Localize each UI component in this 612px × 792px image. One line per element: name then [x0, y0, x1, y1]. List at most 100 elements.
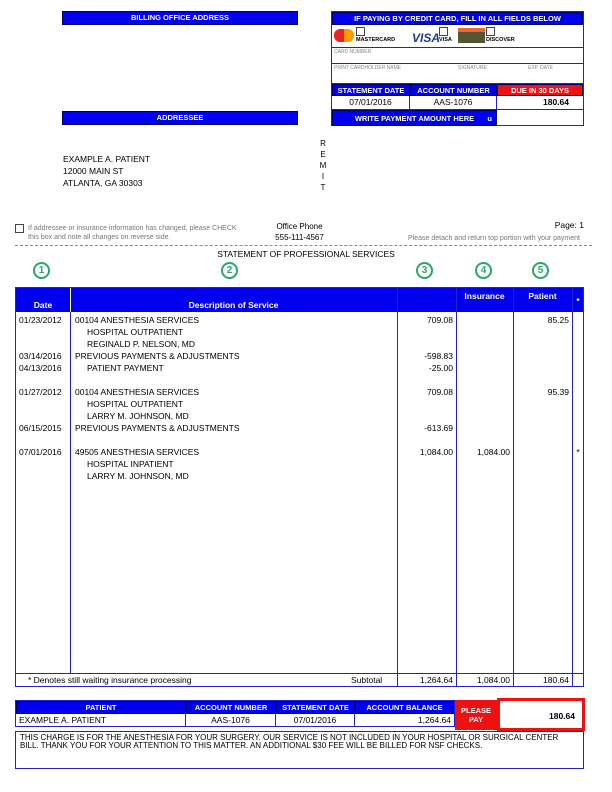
cell-charge: 1,084.00	[419, 447, 453, 457]
header-patient: Patient	[528, 291, 557, 301]
card-number-field[interactable]: CARD NUMBER	[332, 47, 583, 63]
signature-label: SIGNATURE	[458, 65, 487, 71]
page-number: Page: 1	[554, 220, 584, 230]
table-row: HOSPITAL INPATIENT	[16, 458, 583, 470]
summary-patient: EXAMPLE A. PATIENT	[16, 714, 186, 726]
cell-date: 01/23/2012	[19, 315, 62, 325]
remit-label: R E M I T	[319, 139, 327, 192]
summary-account-label: ACCOUNT NUMBER	[186, 701, 276, 714]
table-row: 06/15/2015 PREVIOUS PAYMENTS & ADJUSTMENT…	[16, 422, 583, 434]
mastercard-checkbox[interactable]	[356, 27, 365, 36]
visa-label: VISA	[439, 37, 452, 43]
table-body: 01/23/2012 00104 ANESTHESIA SERVICES 709.0…	[16, 314, 583, 482]
cell-star: *	[576, 447, 580, 457]
statement-date-value: 07/01/2016	[332, 96, 410, 109]
table-row: 03/14/2016 PREVIOUS PAYMENTS & ADJUSTMENT…	[16, 350, 583, 362]
table-header: Date Description of Service Insurance Pa…	[16, 288, 583, 312]
addressee-city: ATLANTA, GA 30303	[63, 178, 143, 188]
subtotal-charges: 1,264.64	[419, 675, 453, 685]
table-row: HOSPITAL OUTPATIENT	[16, 326, 583, 338]
table-row: 01/23/2012 00104 ANESTHESIA SERVICES 709.0…	[16, 314, 583, 326]
cell-pat: 95.39	[547, 387, 569, 397]
visa-logo-icon: VISA	[412, 31, 441, 45]
table-row: HOSPITAL OUTPATIENT	[16, 398, 583, 410]
table-row: 07/01/2016 49505 ANESTHESIA SERVICES 1,084…	[16, 446, 583, 458]
cell-desc: PREVIOUS PAYMENTS & ADJUSTMENTS	[75, 423, 240, 433]
table-row: 04/13/2016 PATIENT PAYMENT -25.00	[16, 362, 583, 374]
arrow-right-icon: u	[487, 114, 492, 123]
cardholder-row[interactable]: PRINT CARDHOLDER NAME SIGNATURE EXP. DAT…	[332, 63, 583, 79]
cell-charge: 709.08	[427, 315, 453, 325]
table-row: LARRY M. JOHNSON, MD	[16, 410, 583, 422]
billing-office-header: BILLING OFFICE ADDRESS	[62, 11, 298, 25]
cell-desc: HOSPITAL INPATIENT	[87, 459, 174, 469]
summary-date-label: STATEMENT DATE	[276, 701, 355, 714]
credit-card-panel: IF PAYING BY CREDIT CARD, FILL IN ALL FI…	[331, 11, 584, 126]
subtotal-insurance: 1,084.00	[476, 675, 510, 685]
table-row: LARRY M. JOHNSON, MD	[16, 470, 583, 482]
cell-desc: PATIENT PAYMENT	[87, 363, 164, 373]
office-phone: 555-111-4567	[275, 233, 324, 242]
circle-1-icon: 1	[33, 262, 50, 279]
cell-desc: 00104 ANESTHESIA SERVICES	[75, 387, 200, 397]
cell-date: 06/15/2015	[19, 423, 62, 433]
subtotal-label: Subtotal	[351, 675, 383, 685]
summary-balance-label: ACCOUNT BALANCE	[355, 701, 454, 714]
cell-pat: 85.25	[547, 315, 569, 325]
statement-message: THIS CHARGE IS FOR THE ANESTHESIA FOR YO…	[15, 731, 584, 769]
header-insurance: Insurance	[464, 291, 505, 301]
account-number-label: ACCOUNT NUMBER	[410, 84, 497, 96]
cell-desc: LARRY M. JOHNSON, MD	[87, 411, 189, 421]
discover-logo-icon	[458, 28, 485, 43]
card-type-row: MASTERCARD VISA VISA DISCOVER	[332, 25, 583, 47]
please-pay-amount: 180.64	[497, 698, 585, 731]
cell-ins: 1,084.00	[476, 447, 510, 457]
due-label: DUE IN 30 DAYS	[497, 84, 583, 96]
cell-date: 03/14/2016	[19, 351, 62, 361]
footnote: * Denotes still waiting insurance proces…	[28, 675, 192, 685]
cell-desc: HOSPITAL OUTPATIENT	[87, 327, 184, 337]
cell-desc: 00104 ANESTHESIA SERVICES	[75, 315, 200, 325]
cell-date: 07/01/2016	[19, 447, 62, 457]
addressee-block: EXAMPLE A. PATIENT 12000 MAIN ST ATLANTA…	[63, 153, 150, 189]
address-change-checkbox[interactable]	[15, 224, 24, 233]
cell-date: 04/13/2016	[19, 363, 62, 373]
discover-checkbox[interactable]	[486, 27, 495, 36]
detach-line	[15, 245, 592, 246]
addressee-header: ADDRESSEE	[62, 111, 298, 125]
subtotal-row: * Denotes still waiting insurance proces…	[16, 673, 583, 686]
header-description: Description of Service	[188, 300, 279, 310]
summary-date: 07/01/2016	[276, 714, 355, 726]
due-amount: 180.64	[543, 97, 569, 107]
cell-charge: 709.08	[427, 387, 453, 397]
table-row	[16, 434, 583, 446]
payment-amount-input[interactable]	[497, 110, 583, 126]
header-star: *	[576, 296, 580, 306]
table-row: 01/27/2012 00104 ANESTHESIA SERVICES 709.0…	[16, 386, 583, 398]
statement-date-label: STATEMENT DATE	[332, 84, 410, 96]
visa-checkbox[interactable]	[439, 27, 448, 36]
change-notice: If addressee or insurance information ha…	[28, 225, 237, 241]
cardholder-label: PRINT CARDHOLDER NAME	[334, 65, 402, 71]
discover-label: DISCOVER	[486, 37, 515, 43]
please-pay-label: PLEASE PAY	[455, 700, 497, 730]
table-row	[16, 374, 583, 386]
summary-patient-label: PATIENT	[16, 701, 186, 714]
office-phone-label: Office Phone	[276, 222, 323, 231]
circle-4-icon: 4	[475, 262, 492, 279]
circle-5-icon: 5	[532, 262, 549, 279]
account-number-value: AAS-1076	[410, 96, 497, 109]
cell-desc: 49505 ANESTHESIA SERVICES	[75, 447, 200, 457]
cell-desc: HOSPITAL OUTPATIENT	[87, 399, 184, 409]
header-date: Date	[33, 300, 53, 310]
table-row: REGINALD P. NELSON, MD	[16, 338, 583, 350]
addressee-street: 12000 MAIN ST	[63, 166, 124, 176]
cell-desc: LARRY M. JOHNSON, MD	[87, 471, 189, 481]
cell-charge: -25.00	[428, 363, 453, 373]
cell-charge: -598.83	[424, 351, 453, 361]
summary-account: AAS-1076	[186, 714, 276, 726]
cell-desc: REGINALD P. NELSON, MD	[87, 339, 196, 349]
statement-title: STATEMENT OF PROFESSIONAL SERVICES	[217, 249, 395, 259]
cell-date: 01/27/2012	[19, 387, 62, 397]
cell-charge: -613.69	[424, 423, 453, 433]
